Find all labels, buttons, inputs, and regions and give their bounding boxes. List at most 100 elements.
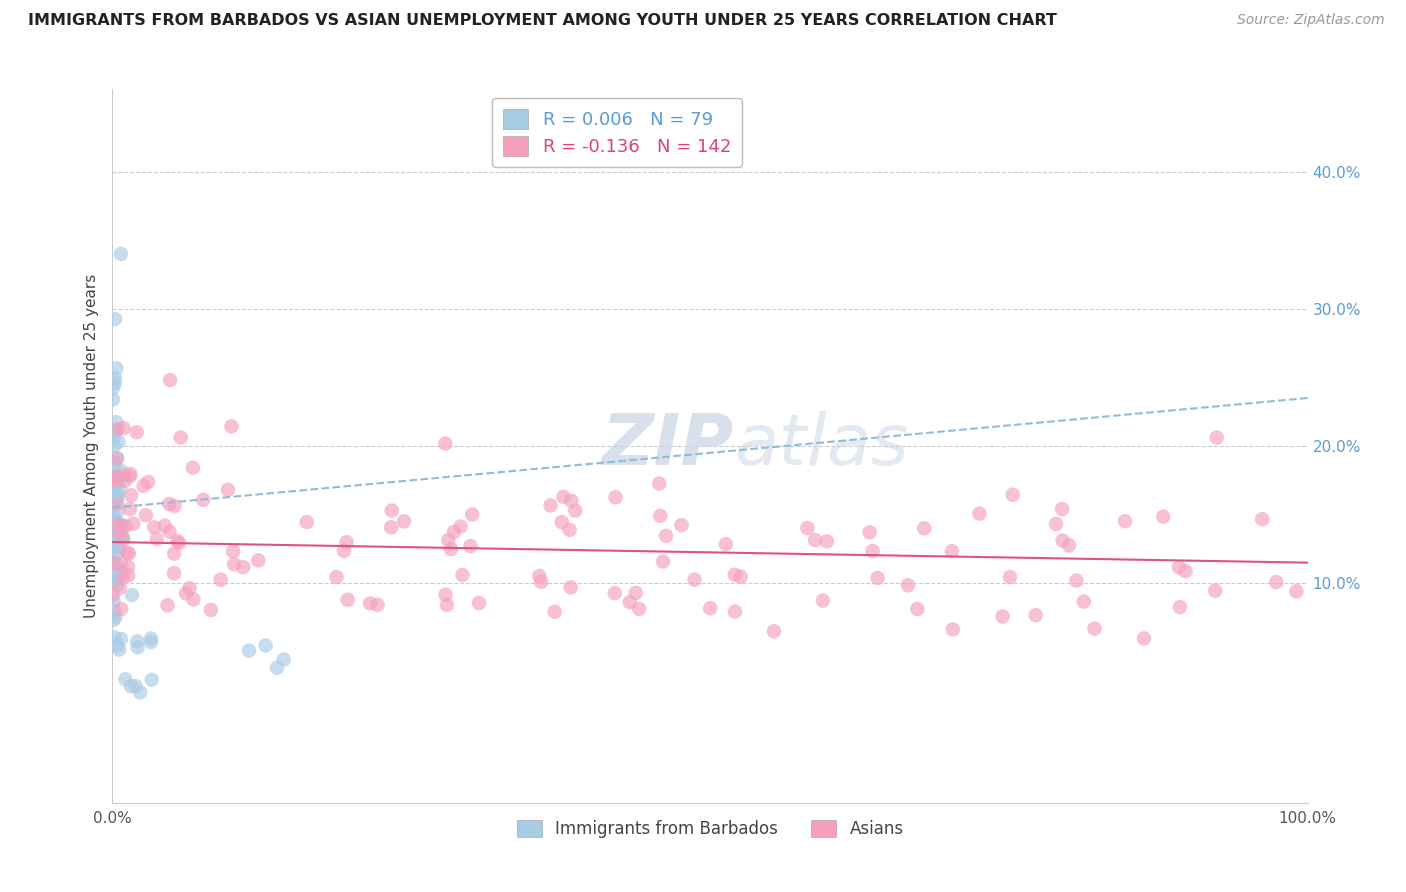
Point	[101, 512, 124, 526]
Point	[730, 570, 752, 584]
Point	[1174, 564, 1197, 578]
Point	[103, 439, 125, 453]
Point	[139, 632, 162, 646]
Point	[1168, 560, 1191, 574]
Point	[1114, 514, 1136, 528]
Point	[107, 422, 129, 436]
Point	[1045, 516, 1067, 531]
Point	[136, 475, 159, 489]
Point	[107, 434, 129, 449]
Point	[1251, 512, 1274, 526]
Point	[143, 520, 166, 534]
Point	[815, 534, 838, 549]
Point	[105, 490, 128, 504]
Point	[139, 635, 162, 649]
Point	[540, 499, 562, 513]
Point	[650, 508, 672, 523]
Point	[544, 605, 567, 619]
Point	[217, 483, 239, 497]
Point	[117, 560, 139, 574]
Point	[105, 475, 128, 490]
Point	[111, 570, 134, 584]
Point	[461, 508, 484, 522]
Point	[1073, 594, 1095, 608]
Point	[333, 544, 356, 558]
Point	[551, 515, 574, 529]
Point	[553, 490, 575, 504]
Point	[451, 568, 474, 582]
Point	[114, 519, 136, 533]
Point	[1025, 608, 1047, 623]
Point	[440, 542, 463, 557]
Point	[105, 578, 128, 592]
Point	[941, 544, 963, 558]
Point	[434, 436, 457, 450]
Point	[247, 553, 270, 567]
Point	[105, 361, 128, 376]
Point	[114, 474, 136, 488]
Point	[380, 520, 402, 534]
Point	[1152, 509, 1174, 524]
Point	[101, 557, 124, 571]
Point	[942, 623, 965, 637]
Point	[1066, 574, 1088, 588]
Point	[628, 602, 651, 616]
Point	[105, 471, 128, 485]
Point	[991, 609, 1014, 624]
Point	[104, 492, 127, 507]
Point	[558, 523, 581, 537]
Point	[295, 515, 318, 529]
Point	[1057, 538, 1080, 552]
Point	[179, 581, 201, 595]
Point	[336, 592, 359, 607]
Point	[141, 673, 163, 687]
Point	[110, 530, 132, 544]
Point	[335, 535, 357, 549]
Point	[121, 588, 143, 602]
Point	[159, 524, 181, 539]
Point	[1050, 502, 1073, 516]
Point	[127, 640, 149, 655]
Point	[104, 484, 127, 499]
Point	[273, 652, 295, 666]
Point	[232, 560, 254, 574]
Point	[683, 573, 706, 587]
Y-axis label: Unemployment Among Youth under 25 years: Unemployment Among Youth under 25 years	[84, 274, 100, 618]
Point	[897, 578, 920, 592]
Point	[132, 479, 155, 493]
Point	[443, 524, 465, 539]
Point	[619, 595, 641, 609]
Point	[107, 540, 129, 554]
Point	[101, 546, 124, 560]
Point	[107, 489, 129, 503]
Point	[103, 533, 125, 547]
Point	[110, 517, 132, 532]
Point	[392, 515, 415, 529]
Point	[209, 573, 232, 587]
Point	[135, 508, 157, 523]
Point	[103, 533, 125, 548]
Point	[254, 639, 277, 653]
Point	[804, 533, 827, 548]
Point	[1133, 632, 1156, 646]
Point	[103, 381, 125, 395]
Point	[145, 532, 167, 546]
Point	[107, 537, 129, 551]
Point	[101, 539, 124, 553]
Point	[434, 588, 457, 602]
Point	[163, 547, 186, 561]
Point	[1205, 431, 1227, 445]
Point	[110, 557, 132, 571]
Point	[101, 509, 124, 524]
Point	[560, 581, 582, 595]
Point	[859, 525, 882, 540]
Point	[104, 521, 127, 535]
Point	[166, 533, 188, 548]
Point	[103, 480, 125, 494]
Point	[460, 539, 482, 553]
Point	[1168, 600, 1191, 615]
Point	[1265, 575, 1288, 590]
Point	[105, 415, 128, 429]
Point	[238, 643, 260, 657]
Point	[103, 494, 125, 508]
